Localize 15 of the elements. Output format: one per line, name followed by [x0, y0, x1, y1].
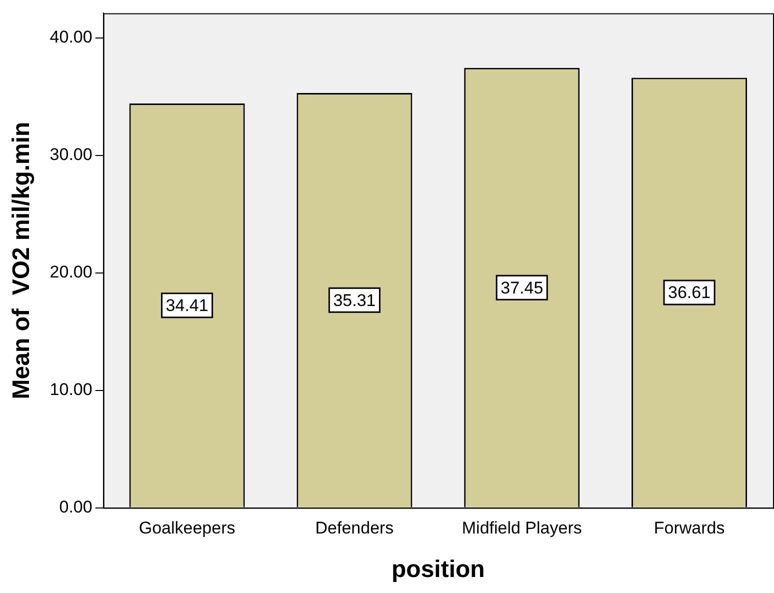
y-tick-label: 10.00 — [50, 380, 92, 400]
y-axis-title: Mean of VO2 mil/kg.min — [8, 122, 36, 400]
x-tick-label: Forwards — [654, 518, 725, 538]
y-tick-label: 30.00 — [50, 145, 92, 164]
data-label: 37.45 — [500, 278, 544, 298]
x-tick-label: Defenders — [315, 518, 394, 538]
y-tick-label: 20.00 — [50, 262, 92, 282]
x-axis-title: position — [392, 556, 485, 584]
data-label: 36.61 — [668, 283, 711, 302]
x-tick-label: Midfield Players — [462, 518, 582, 538]
data-label: 34.41 — [166, 296, 208, 316]
y-tick-label: 0.00 — [59, 497, 92, 516]
y-tick-label: 40.00 — [50, 28, 92, 47]
data-label: 35.31 — [333, 290, 376, 310]
x-tick-label: Goalkeepers — [138, 518, 236, 538]
